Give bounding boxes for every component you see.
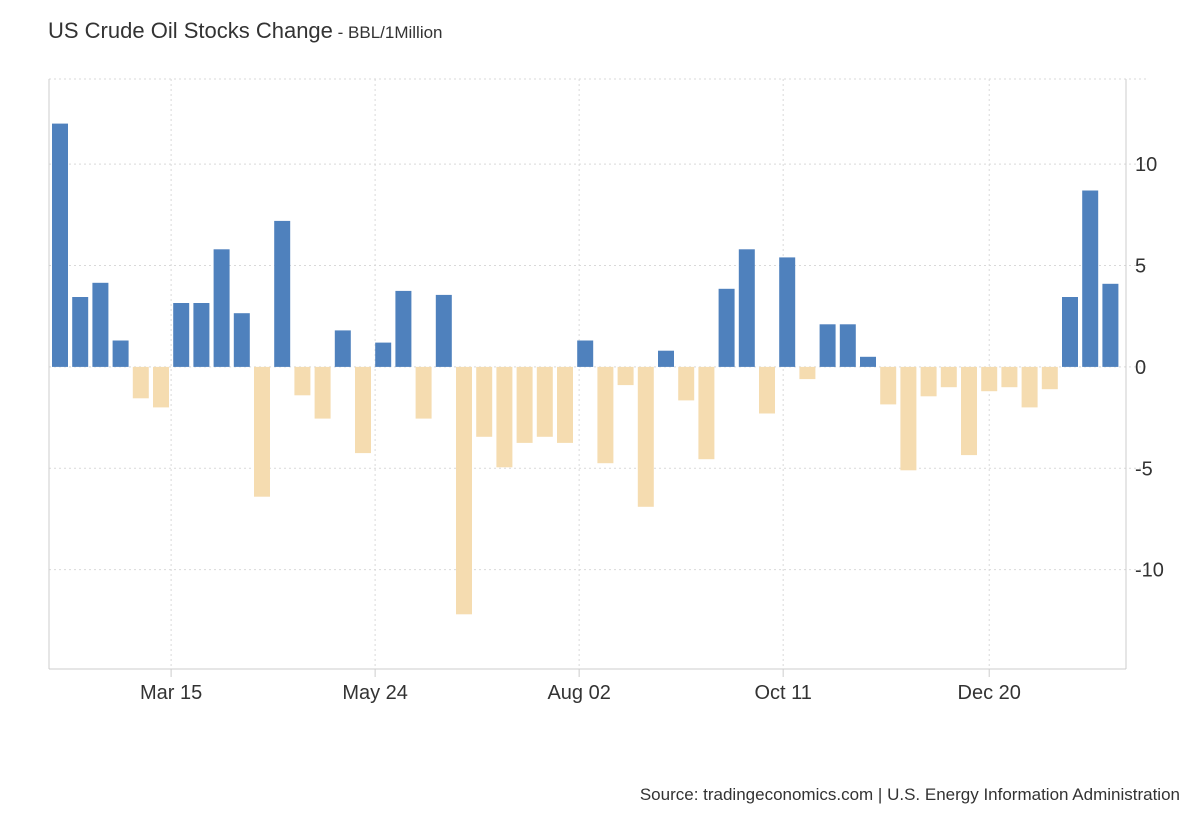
bar	[132, 366, 149, 399]
y-tick-label: -5	[1135, 458, 1153, 480]
bar	[718, 288, 735, 367]
y-tick-label: 10	[1135, 154, 1157, 176]
bar	[233, 313, 250, 367]
bar	[1021, 366, 1038, 408]
source-note: Source: tradingeconomics.com | U.S. Ener…	[639, 785, 1180, 804]
bar	[940, 366, 957, 388]
y-tick-label: -10	[1135, 560, 1164, 582]
bar	[799, 366, 816, 380]
bar	[254, 366, 270, 497]
bar	[860, 356, 876, 367]
bar	[779, 257, 796, 367]
bar	[112, 340, 129, 367]
bar	[314, 366, 331, 419]
bar	[334, 330, 351, 367]
bar	[395, 290, 412, 367]
bar	[557, 366, 573, 443]
bar	[294, 366, 311, 396]
bar	[213, 249, 230, 367]
bar	[516, 366, 533, 443]
bar	[435, 294, 452, 367]
bar	[738, 249, 755, 367]
bar	[819, 324, 836, 367]
title-separator: -	[332, 23, 349, 42]
bar	[577, 340, 594, 367]
bar	[900, 366, 917, 471]
bar	[536, 366, 553, 437]
bar	[173, 303, 190, 367]
y-tick-label: 5	[1135, 256, 1146, 278]
bar	[153, 366, 169, 408]
bar	[476, 366, 493, 437]
bar	[759, 366, 775, 414]
bar	[839, 324, 856, 367]
bar	[193, 303, 210, 367]
bar	[880, 366, 897, 405]
y-tick-label: 0	[1135, 357, 1146, 379]
bar	[1001, 366, 1018, 388]
bar	[355, 366, 371, 454]
bar	[274, 220, 291, 367]
chart-title: US Crude Oil Stocks Change	[48, 18, 333, 43]
chart-unit: BBL/1Million	[348, 23, 443, 42]
bar	[698, 366, 715, 460]
bar	[961, 366, 977, 456]
bar	[375, 342, 392, 367]
bar	[617, 366, 634, 386]
x-tick-label: Mar 15	[140, 682, 202, 704]
bar	[920, 366, 937, 397]
bar	[415, 366, 432, 419]
x-tick-label: Dec 20	[958, 682, 1021, 704]
bar	[658, 350, 674, 367]
x-tick-label: May 24	[342, 682, 408, 704]
bar	[1102, 283, 1119, 367]
bar	[981, 366, 998, 392]
bar	[637, 366, 654, 507]
bar	[496, 366, 513, 468]
bar	[1062, 297, 1078, 367]
bar	[72, 297, 89, 367]
bar	[678, 366, 695, 401]
bar	[52, 123, 68, 367]
x-tick-label: Aug 02	[547, 682, 610, 704]
bar	[1082, 190, 1099, 367]
bar	[456, 366, 472, 615]
bar	[1041, 366, 1058, 390]
bar	[597, 366, 614, 464]
x-tick-label: Oct 11	[754, 682, 811, 704]
chart-title-row: US Crude Oil Stocks Change - BBL/1Millio…	[48, 18, 443, 44]
bar	[92, 282, 109, 367]
